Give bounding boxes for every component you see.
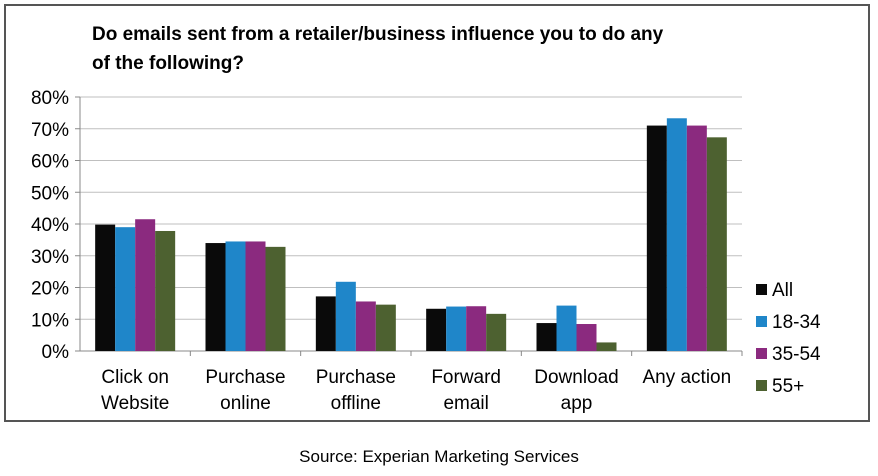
x-category-label: email — [443, 393, 488, 414]
legend-label: All — [772, 280, 793, 301]
bar-18-34-5 — [666, 118, 687, 352]
legend-swatch-All — [756, 284, 767, 295]
y-tick-label: 10% — [31, 310, 69, 331]
legend-swatch-18-34 — [756, 316, 767, 327]
x-category-label: Forward — [431, 367, 501, 388]
x-category-label: offline — [331, 393, 381, 414]
legend-swatch-35-54 — [756, 348, 767, 359]
bar-18-34-1 — [225, 241, 246, 351]
bar-All-2 — [315, 296, 336, 351]
bar-All-0 — [95, 224, 116, 351]
x-category-label: Website — [101, 393, 169, 414]
x-category-label: Purchase — [205, 367, 285, 388]
chart-title-line2: of the following? — [92, 53, 244, 74]
bar-35-54-2 — [355, 301, 376, 351]
x-category-label: online — [220, 393, 271, 414]
y-tick-label: 50% — [31, 183, 69, 204]
legend-label: 18-34 — [772, 312, 821, 333]
bar-55plus-0 — [155, 230, 176, 351]
bar-35-54-1 — [245, 241, 266, 351]
bar-55plus-3 — [486, 313, 507, 351]
bar-18-34-4 — [556, 305, 577, 351]
legend-label: 35-54 — [772, 344, 821, 365]
source-note: Source: Experian Marketing Services — [299, 447, 579, 466]
bar-35-54-3 — [466, 306, 487, 351]
x-category-label: Any action — [642, 367, 731, 388]
bar-18-34-2 — [335, 281, 356, 351]
legend-swatch-55plus — [756, 380, 767, 391]
x-category-label: Click on — [101, 367, 169, 388]
bar-18-34-0 — [115, 227, 136, 351]
y-tick-label: 60% — [31, 152, 69, 173]
bar-55plus-4 — [596, 342, 617, 351]
bar-All-5 — [646, 125, 667, 351]
y-tick-label: 30% — [31, 247, 69, 268]
y-tick-label: 70% — [31, 120, 69, 141]
bar-18-34-3 — [446, 306, 467, 351]
bar-35-54-0 — [135, 219, 156, 351]
x-category-label: Download — [534, 367, 619, 388]
y-tick-label: 40% — [31, 215, 69, 236]
bar-35-54-5 — [686, 125, 707, 351]
bar-All-4 — [536, 323, 557, 351]
bar-55plus-1 — [265, 246, 286, 351]
legend-label: 55+ — [772, 376, 804, 397]
y-tick-label: 0% — [42, 342, 70, 363]
x-category-label: Purchase — [316, 367, 396, 388]
y-tick-label: 20% — [31, 279, 69, 300]
bar-35-54-4 — [576, 324, 597, 351]
bar-55plus-2 — [375, 304, 396, 351]
bar-All-3 — [426, 308, 447, 351]
bar-All-1 — [205, 243, 226, 351]
bar-chart: Do emails sent from a retailer/business … — [31, 24, 821, 414]
y-tick-label: 80% — [31, 88, 69, 109]
chart-title-line1: Do emails sent from a retailer/business … — [92, 24, 664, 45]
bar-55plus-5 — [706, 137, 727, 351]
x-category-label: app — [561, 393, 593, 414]
